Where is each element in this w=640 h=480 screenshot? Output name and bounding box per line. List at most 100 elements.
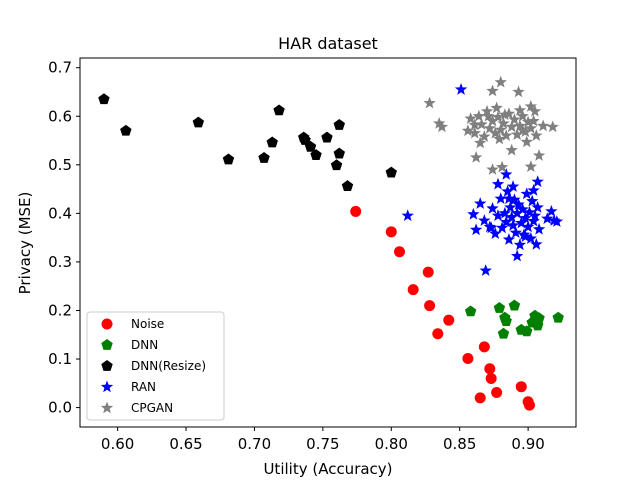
data-point-dnn	[552, 311, 564, 323]
legend: Noise DNN DNN(Resize) RAN CPGAN	[86, 311, 225, 421]
data-point-ran	[531, 201, 544, 213]
data-point-ran	[479, 264, 492, 276]
plot-frame	[79, 57, 577, 428]
data-point-dnn	[493, 302, 506, 313]
data-point-dnn-resize	[333, 119, 345, 130]
data-point-noise	[523, 399, 535, 411]
data-point-dnn-resize	[192, 116, 205, 128]
data-point-ran	[530, 237, 543, 250]
data-point-ran	[508, 193, 521, 206]
data-point-dnn-resize	[333, 147, 345, 159]
legend-label-dnn-resize: DNN(Resize)	[131, 359, 206, 373]
data-point-ran	[523, 205, 536, 218]
data-point-cpgan	[495, 160, 509, 173]
data-point-ran	[524, 232, 538, 244]
data-point-ran	[527, 214, 540, 227]
data-marks	[98, 75, 564, 411]
y-tick-label: 0.5	[48, 156, 72, 174]
data-point-cpgan	[512, 85, 525, 98]
data-point-dnn-resize	[258, 152, 270, 163]
data-point-dnn	[464, 305, 477, 317]
legend-frame	[86, 311, 225, 421]
data-point-dnn	[500, 315, 512, 327]
data-point-cpgan	[483, 121, 496, 134]
legend-marker-noise	[101, 318, 113, 330]
data-point-noise	[462, 353, 474, 365]
data-point-cpgan	[494, 123, 507, 136]
data-point-ran	[510, 206, 524, 219]
data-point-cpgan	[482, 109, 495, 122]
y-tick-label: 0.2	[48, 301, 72, 319]
data-point-dnn	[497, 327, 510, 339]
data-point-cpgan	[528, 104, 542, 117]
data-point-dnn-resize	[120, 124, 132, 136]
data-point-cpgan	[469, 151, 483, 163]
x-tick-label: 0.65	[169, 435, 202, 453]
data-point-ran	[516, 202, 529, 215]
data-point-ran	[474, 197, 487, 209]
data-point-cpgan	[475, 118, 488, 130]
data-point-noise	[484, 363, 496, 375]
data-point-ran	[527, 184, 540, 196]
data-point-ran	[519, 230, 532, 242]
data-point-noise	[393, 246, 405, 258]
y-tick-label: 0.0	[48, 399, 72, 417]
data-point-ran	[532, 222, 546, 235]
data-point-ran	[486, 202, 499, 214]
data-point-dnn	[508, 299, 521, 311]
data-point-ran	[510, 249, 524, 262]
data-point-ran	[500, 215, 513, 228]
data-point-ran	[513, 238, 527, 251]
data-point-ran	[489, 227, 502, 240]
data-point-cpgan	[472, 109, 486, 122]
data-point-ran	[519, 211, 532, 224]
data-point-cpgan	[520, 135, 533, 148]
data-point-dnn	[521, 325, 533, 337]
data-point-ran	[506, 219, 520, 231]
data-point-dnn-resize	[310, 149, 322, 160]
data-point-dnn-resize	[299, 134, 311, 145]
data-point-cpgan	[508, 113, 521, 125]
y-tick-label: 0.6	[48, 107, 72, 125]
y-axis-ticks: 0.0 0.1 0.2 0.3 0.4 0.5 0.6 0.7	[48, 59, 80, 417]
y-tick-label: 0.1	[48, 350, 72, 368]
data-point-cpgan	[468, 126, 481, 139]
data-point-dnn	[529, 314, 541, 326]
legend-marker-cpgan	[100, 401, 114, 414]
data-point-noise	[422, 266, 434, 278]
data-point-ran	[509, 226, 522, 239]
data-point-ran	[454, 83, 468, 95]
x-axis-ticks: 0.60 0.65 0.70 0.75 0.80 0.85 0.90	[101, 427, 545, 453]
data-point-ran	[491, 177, 505, 190]
data-point-noise	[350, 205, 362, 217]
legend-label-noise: Noise	[131, 317, 164, 331]
data-point-dnn-resize	[321, 131, 333, 143]
data-point-ran	[505, 210, 518, 223]
data-point-dnn-resize	[330, 159, 343, 171]
data-point-ran	[502, 233, 516, 245]
y-axis-label: Privacy (MSE)	[16, 192, 34, 295]
data-point-cpgan	[519, 125, 532, 138]
data-point-cpgan	[513, 119, 527, 132]
legend-label-dnn: DNN	[131, 338, 158, 352]
data-point-cpgan	[489, 126, 502, 139]
data-point-cpgan	[464, 112, 477, 124]
data-point-dnn-resize	[304, 140, 317, 152]
data-point-ran	[531, 175, 544, 188]
chart-title: HAR dataset	[278, 34, 378, 53]
data-point-ran	[467, 207, 480, 220]
x-tick-label: 0.85	[443, 435, 476, 453]
data-point-noise	[424, 300, 436, 312]
data-point-cpgan	[505, 120, 518, 133]
y-tick-label: 0.7	[48, 59, 72, 77]
y-tick-label: 0.3	[48, 253, 72, 271]
data-point-ran	[528, 209, 542, 222]
data-point-cpgan	[516, 109, 529, 122]
data-point-ran	[512, 198, 525, 210]
data-point-dnn-resize	[266, 136, 278, 148]
data-point-ran	[526, 194, 539, 207]
data-point-cpgan	[536, 119, 550, 132]
data-point-cpgan	[478, 130, 491, 142]
data-point-cpgan	[546, 120, 559, 133]
